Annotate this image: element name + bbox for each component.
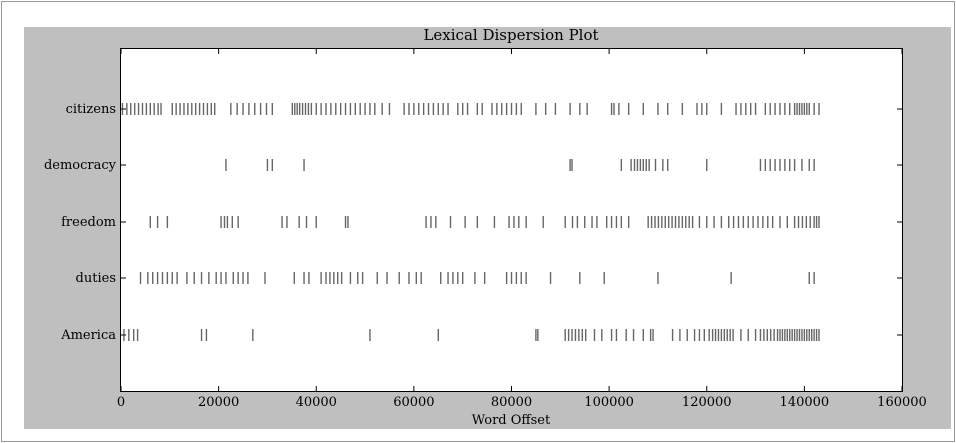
y-axis-ticks: citizens democracy freedom duties America	[44, 102, 902, 343]
y-label-democracy: democracy	[44, 158, 117, 173]
x-axis-label: Word Offset	[472, 413, 551, 428]
x-tick-label: 80000	[491, 395, 532, 410]
x-tick-label: 20000	[198, 395, 239, 410]
y-label-America: America	[60, 328, 116, 343]
y-label-citizens: citizens	[66, 102, 116, 117]
chart-title: Lexical Dispersion Plot	[423, 26, 598, 44]
y-label-freedom: freedom	[61, 215, 116, 230]
y-label-duties: duties	[76, 271, 116, 286]
x-tick-label: 160000	[877, 395, 927, 410]
x-tick-label: 100000	[584, 395, 634, 410]
x-tick-label: 40000	[296, 395, 337, 410]
x-axis-ticks: 0 20000 40000 60000 80000 100000 120000 140000 1…	[117, 49, 927, 410]
x-tick-label: 60000	[393, 395, 434, 410]
x-tick-label: 120000	[682, 395, 732, 410]
x-tick-label: 0	[117, 395, 125, 410]
x-tick-label: 140000	[780, 395, 830, 410]
dispersion-marks	[121, 103, 820, 341]
